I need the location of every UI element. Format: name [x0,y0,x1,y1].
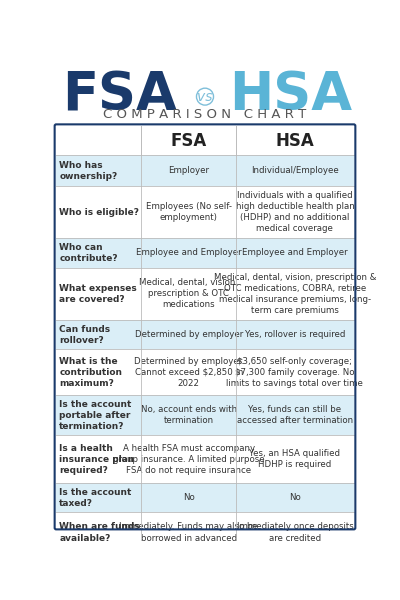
Bar [56,512,354,553]
Text: Medical, dental, vision, prescription &
OTC medications, COBRA, retiree
medical : Medical, dental, vision, prescription & … [214,272,376,315]
Text: vs: vs [197,89,213,104]
Bar [56,126,354,155]
Text: Who can
contribute?: Who can contribute? [59,243,118,263]
Bar [56,268,354,320]
Text: Individual/Employee: Individual/Employee [251,166,339,175]
Text: No, account ends with
termination: No, account ends with termination [141,406,237,425]
Text: Employer: Employer [168,166,209,175]
Text: What expenses
are covered?: What expenses are covered? [59,284,137,304]
Text: FSA: FSA [170,131,207,149]
Text: Yes, rollover is required: Yes, rollover is required [245,330,345,339]
Text: When are funds
available?: When are funds available? [59,523,140,542]
Text: Employee and Employer: Employee and Employer [136,248,242,257]
Text: Can funds
rollover?: Can funds rollover? [59,325,110,344]
Text: Who has
ownership?: Who has ownership? [59,161,118,181]
Text: Employees (No self-
employment): Employees (No self- employment) [146,202,232,222]
Text: $3,650 self-only coverage;
$7,300 family coverage. No
limits to savings total ov: $3,650 self-only coverage; $7,300 family… [226,356,363,388]
Text: Medical, dental, vision,
prescription & OTC
medications: Medical, dental, vision, prescription & … [139,278,238,310]
Text: Employee and Employer: Employee and Employer [242,248,348,257]
Text: Yes, an HSA qualified
HDHP is required: Yes, an HSA qualified HDHP is required [250,449,340,469]
Text: Is the account
portable after
termination?: Is the account portable after terminatio… [59,400,132,431]
Bar [56,155,354,186]
Text: FSA: FSA [62,69,177,121]
Bar [56,349,354,395]
Bar [56,238,354,268]
Bar [56,320,354,349]
Bar [56,395,354,436]
Text: No: No [289,493,301,502]
Text: Who is eligible?: Who is eligible? [59,208,139,217]
Text: A health FSA must accompany
group insurance. A limited purpose
FSA do not requir: A health FSA must accompany group insura… [113,444,264,475]
Text: C O M P A R I S O N   C H A R T: C O M P A R I S O N C H A R T [103,108,307,121]
Text: Individuals with a qualified
high deductible health plan
(HDHP) and no additiona: Individuals with a qualified high deduct… [236,191,354,233]
Text: Determined by employer: Determined by employer [134,330,243,339]
Text: HSA: HSA [276,131,314,149]
Bar [56,186,354,238]
Text: Immediately. Funds may also be
borrowed in advanced: Immediately. Funds may also be borrowed … [119,523,258,542]
Text: Determined by employer.
Cannot exceed $2,850 in
2022: Determined by employer. Cannot exceed $2… [134,356,244,388]
Text: Immediately once deposits
are credited: Immediately once deposits are credited [236,523,353,542]
Text: No: No [183,493,194,502]
Bar [56,436,354,483]
Text: Yes, funds can still be
accessed after termination: Yes, funds can still be accessed after t… [237,406,353,425]
Text: Is a health
insurance plan
required?: Is a health insurance plan required? [59,444,135,475]
Text: What is the
contribution
maximum?: What is the contribution maximum? [59,356,122,388]
Text: HSA: HSA [229,69,352,121]
Text: Is the account
taxed?: Is the account taxed? [59,488,132,508]
Bar [56,483,354,512]
